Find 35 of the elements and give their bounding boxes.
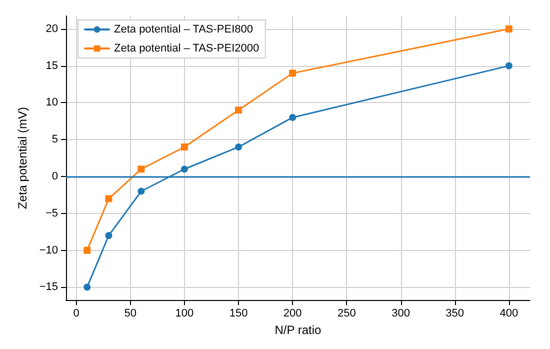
point <box>505 62 512 70</box>
x-tick-label: 400 <box>500 308 518 320</box>
y-tick-label: −10 <box>39 244 58 256</box>
x-tick-label: 150 <box>229 308 248 320</box>
point <box>505 25 512 32</box>
point <box>180 166 188 173</box>
y-tick-label: −15 <box>39 281 58 294</box>
legend-label: Zeta potential – TAS-PEI2000 <box>114 42 260 54</box>
x-tick-label: 300 <box>392 308 410 320</box>
x-tick-label: 350 <box>446 308 464 320</box>
y-tick-label: 15 <box>46 60 58 72</box>
x-tick-label: 0 <box>73 308 80 320</box>
x-axis-title: N/P ratio <box>274 323 322 337</box>
y-tick-label: 5 <box>52 134 58 146</box>
point <box>84 246 91 254</box>
y-tick-label: 0 <box>52 170 58 182</box>
x-tick-label: 100 <box>175 308 194 320</box>
x-tick-label: 50 <box>124 308 136 320</box>
y-tick-label: −5 <box>45 207 58 220</box>
point <box>84 284 91 291</box>
legend-label: Zeta potential – TAS-PEI800 <box>114 24 254 36</box>
point <box>180 143 188 150</box>
point <box>289 70 296 77</box>
y-axis-title: Zeta potential (mV) <box>15 107 30 210</box>
point <box>105 232 112 240</box>
x-tick-label: 200 <box>283 308 302 320</box>
point <box>235 143 242 150</box>
y-tick-label: 10 <box>46 96 58 109</box>
x-tick-label: 250 <box>337 308 356 320</box>
y-tick-label: 20 <box>46 22 58 35</box>
point <box>138 166 145 173</box>
point <box>289 114 296 121</box>
point <box>105 195 112 202</box>
point <box>235 106 242 114</box>
point <box>138 188 145 195</box>
